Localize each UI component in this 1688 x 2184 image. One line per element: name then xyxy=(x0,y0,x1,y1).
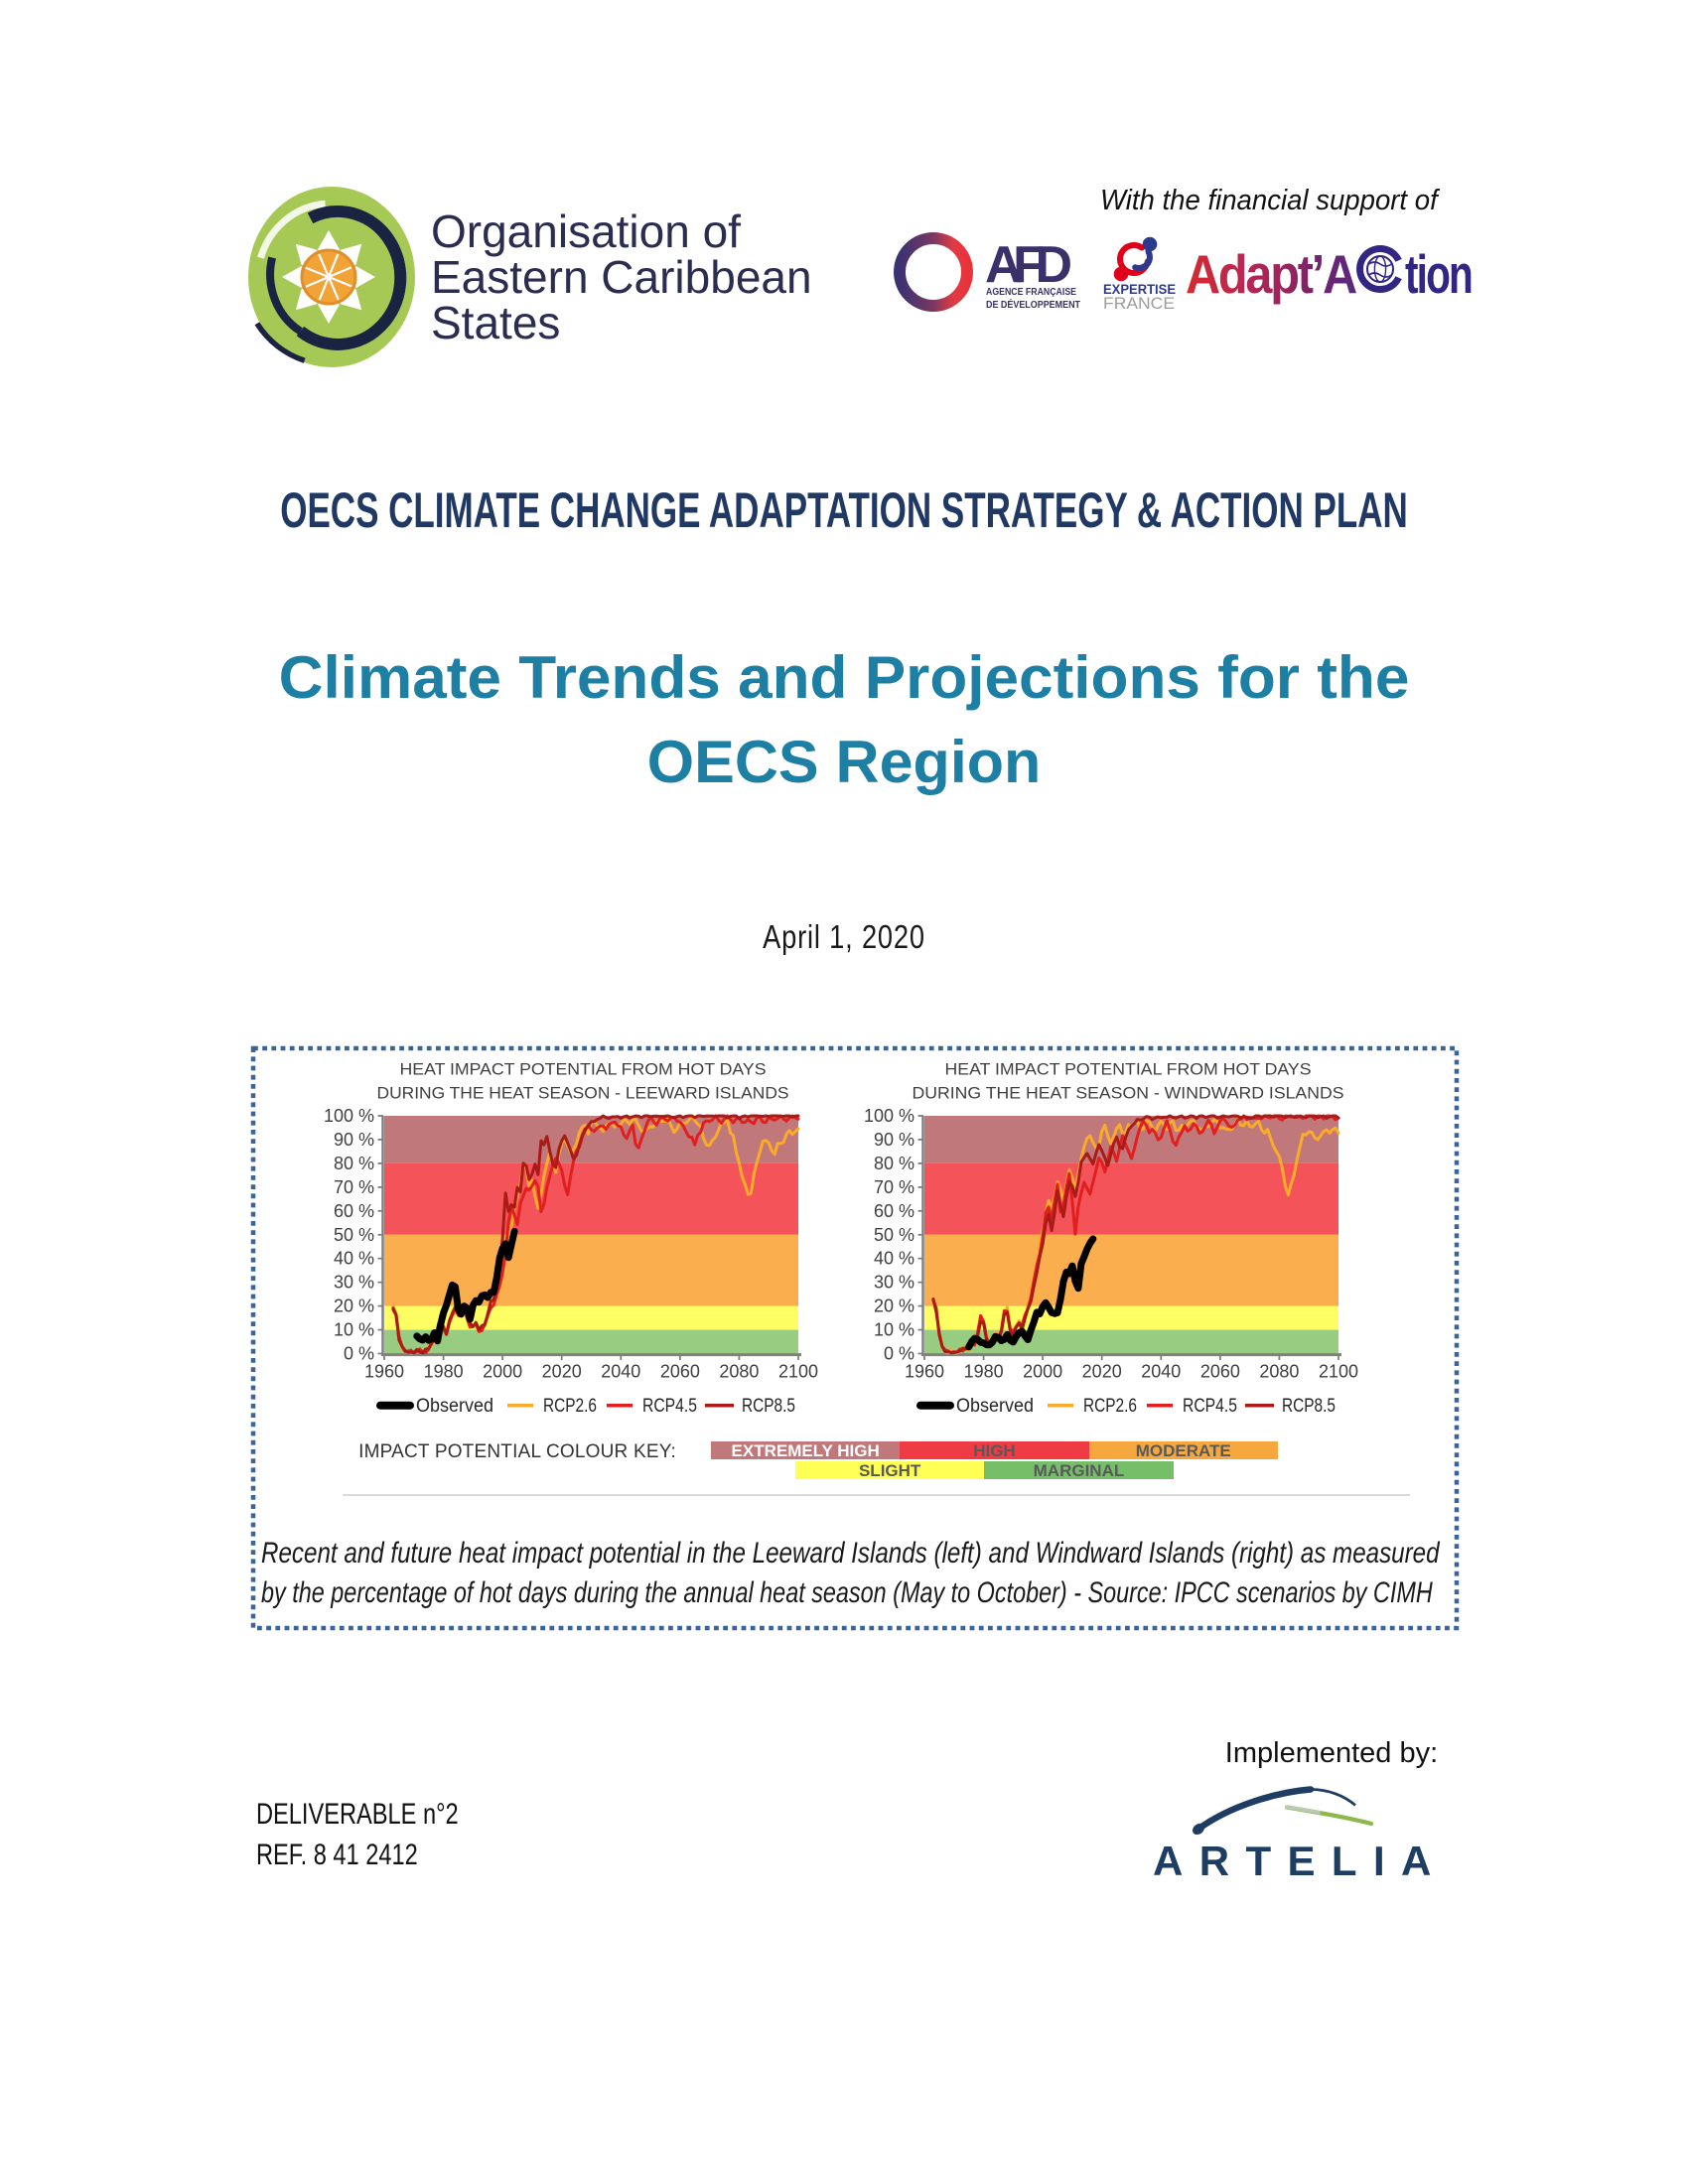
svg-text:1980: 1980 xyxy=(964,1362,1004,1382)
svg-text:30 %: 30 % xyxy=(874,1273,914,1293)
svg-text:RCP8.5: RCP8.5 xyxy=(1282,1396,1336,1417)
svg-text:RCP4.5: RCP4.5 xyxy=(1183,1396,1237,1417)
svg-text:100 %: 100 % xyxy=(864,1106,914,1126)
svg-text:RCP2.6: RCP2.6 xyxy=(543,1396,597,1417)
svg-text:50 %: 50 % xyxy=(334,1225,374,1245)
svg-text:RCP8.5: RCP8.5 xyxy=(742,1396,795,1417)
svg-text:90 %: 90 % xyxy=(334,1130,374,1150)
svg-text:2080: 2080 xyxy=(1259,1362,1299,1382)
svg-text:40 %: 40 % xyxy=(334,1249,374,1269)
svg-text:2060: 2060 xyxy=(1200,1362,1240,1382)
svg-text:80 %: 80 % xyxy=(874,1154,914,1173)
svg-text:70 %: 70 % xyxy=(334,1177,374,1197)
svg-text:1980: 1980 xyxy=(424,1362,464,1382)
svg-text:10 %: 10 % xyxy=(334,1320,374,1340)
svg-text:2000: 2000 xyxy=(483,1362,522,1382)
svg-text:30 %: 30 % xyxy=(334,1273,374,1293)
svg-text:HEAT IMPACT POTENTIAL FROM HOT: HEAT IMPACT POTENTIAL FROM HOT DAYS xyxy=(400,1059,767,1078)
svg-text:2100: 2100 xyxy=(1319,1362,1358,1382)
svg-text:2100: 2100 xyxy=(778,1362,818,1382)
svg-text:2080: 2080 xyxy=(719,1362,759,1382)
svg-text:HEAT IMPACT POTENTIAL FROM HOT: HEAT IMPACT POTENTIAL FROM HOT DAYS xyxy=(945,1059,1312,1078)
svg-text:70 %: 70 % xyxy=(874,1177,914,1197)
svg-text:0 %: 0 % xyxy=(344,1344,374,1364)
svg-text:EXPERTISE: EXPERTISE xyxy=(1103,282,1176,297)
svg-text:Observed: Observed xyxy=(416,1396,493,1417)
svg-text:2060: 2060 xyxy=(660,1362,700,1382)
svg-text:0 %: 0 % xyxy=(884,1344,914,1364)
svg-text:RCP2.6: RCP2.6 xyxy=(1083,1396,1137,1417)
svg-text:tion: tion xyxy=(1405,243,1472,305)
svg-text:2020: 2020 xyxy=(1082,1362,1122,1382)
svg-text:2020: 2020 xyxy=(542,1362,582,1382)
svg-text:Observed: Observed xyxy=(956,1396,1034,1417)
svg-text:2040: 2040 xyxy=(1141,1362,1181,1382)
svg-text:FRANCE: FRANCE xyxy=(1103,295,1175,313)
svg-text:80 %: 80 % xyxy=(334,1154,374,1173)
svg-text:50 %: 50 % xyxy=(874,1225,914,1245)
svg-text:2000: 2000 xyxy=(1023,1362,1062,1382)
svg-text:Adapt’A: Adapt’A xyxy=(1186,243,1357,305)
svg-text:1960: 1960 xyxy=(905,1362,944,1382)
svg-text:10 %: 10 % xyxy=(874,1320,914,1340)
svg-text:2040: 2040 xyxy=(601,1362,640,1382)
svg-text:90 %: 90 % xyxy=(874,1130,914,1150)
svg-text:20 %: 20 % xyxy=(874,1297,914,1316)
svg-text:60 %: 60 % xyxy=(334,1201,374,1221)
svg-text:ARTELIA: ARTELIA xyxy=(1153,1838,1448,1884)
svg-text:40 %: 40 % xyxy=(874,1249,914,1269)
svg-text:DURING THE HEAT SEASON - WINDW: DURING THE HEAT SEASON - WINDWARD ISLAND… xyxy=(913,1083,1344,1102)
svg-text:100 %: 100 % xyxy=(324,1106,374,1126)
svg-text:AGENCE FRANÇAISE: AGENCE FRANÇAISE xyxy=(986,286,1076,298)
svg-text:20 %: 20 % xyxy=(334,1297,374,1316)
svg-text:DURING THE HEAT SEASON - LEEWA: DURING THE HEAT SEASON - LEEWARD ISLANDS xyxy=(377,1083,789,1102)
svg-text:1960: 1960 xyxy=(364,1362,404,1382)
svg-text:DE DÉVELOPPEMENT: DE DÉVELOPPEMENT xyxy=(986,298,1080,311)
svg-text:60 %: 60 % xyxy=(874,1201,914,1221)
svg-text:AFD: AFD xyxy=(985,236,1070,294)
svg-text:RCP4.5: RCP4.5 xyxy=(642,1396,697,1417)
